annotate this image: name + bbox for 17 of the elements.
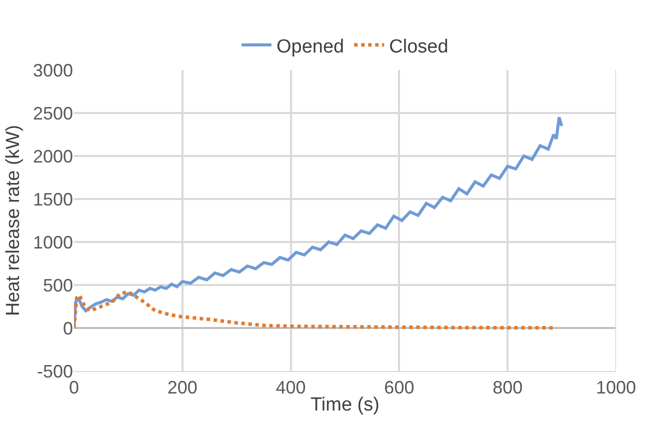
x-tick-label: 400: [276, 378, 306, 398]
y-tick-label: 500: [42, 275, 73, 296]
legend-label: Opened: [276, 36, 344, 58]
x-tick-label: 800: [492, 378, 523, 398]
y-tick-label: -500: [36, 361, 73, 382]
x-tick-label: 200: [167, 378, 198, 398]
y-tick-label: 0: [62, 318, 73, 338]
y-axis-title: Heat release rate (kW): [2, 124, 24, 316]
x-tick-label: 1000: [596, 378, 636, 398]
legend-label: Closed: [389, 36, 448, 58]
x-tick-label: 600: [384, 378, 414, 398]
y-tick-label: 2500: [32, 103, 73, 124]
y-tick-label: 2000: [32, 146, 73, 166]
y-tick-label: 3000: [32, 60, 73, 80]
y-tick-label: 1000: [32, 232, 73, 252]
x-axis-title: Time (s): [310, 394, 380, 416]
y-tick-label: 1500: [32, 189, 73, 210]
